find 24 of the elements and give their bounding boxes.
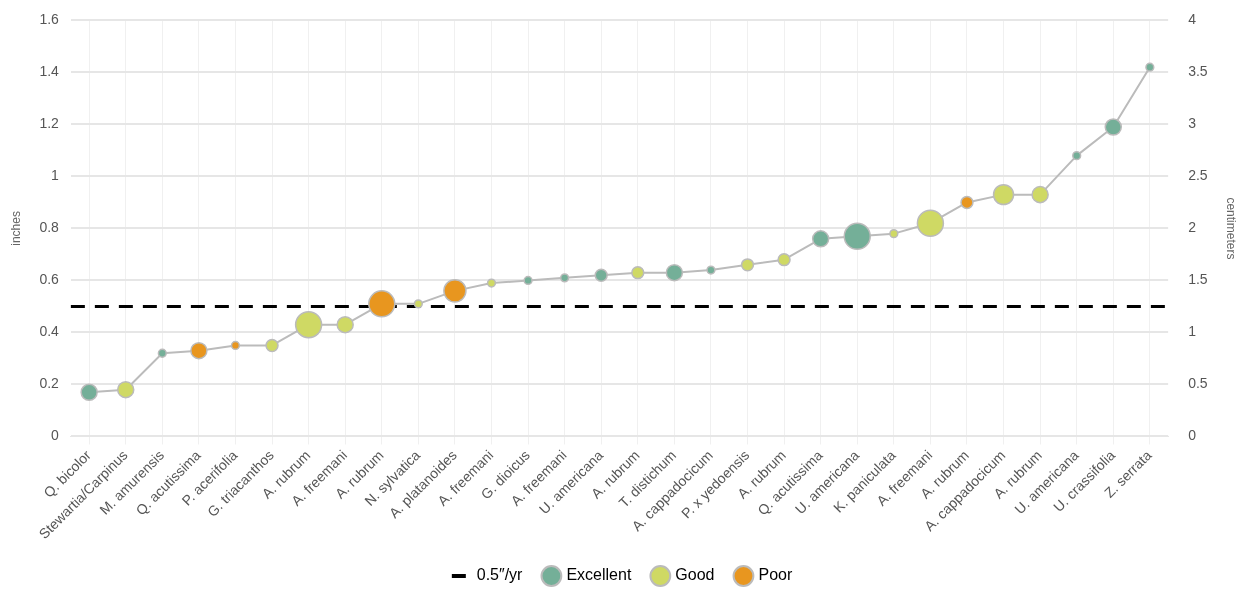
y2-tick-label: 3	[1188, 115, 1197, 132]
legend-label: Poor	[758, 566, 793, 584]
y-tick-label: 0.6	[39, 271, 60, 288]
y2-tick-label: 0	[1188, 427, 1197, 444]
y-tick-label: 0.2	[39, 375, 60, 392]
y2-tick-label: 3.5	[1188, 63, 1208, 80]
y-tick-label: 1.2	[39, 115, 60, 132]
y2-tick-label: 1.5	[1188, 271, 1208, 288]
y-tick-label: 0.8	[39, 219, 60, 236]
y2-axis-title: centimeters	[1224, 197, 1239, 260]
y-tick-label: 0.4	[39, 323, 60, 340]
y2-tick-label: 2.5	[1188, 167, 1208, 184]
y-tick-label: 0	[51, 427, 60, 444]
y2-tick-label: 0.5	[1188, 375, 1208, 392]
legend-label: 0.5″/yr	[476, 566, 524, 584]
y-tick-label: 1.6	[39, 11, 60, 28]
y-tick-label: 1.4	[39, 63, 60, 80]
y-tick-label: 1	[51, 167, 60, 184]
y2-tick-label: 4	[1188, 11, 1197, 28]
legend-label: Good	[675, 566, 715, 584]
legend-label: Excellent	[566, 566, 632, 584]
y-axis-title: inches	[8, 211, 23, 246]
y2-tick-label: 2	[1188, 219, 1197, 236]
y2-tick-label: 1	[1188, 323, 1197, 340]
